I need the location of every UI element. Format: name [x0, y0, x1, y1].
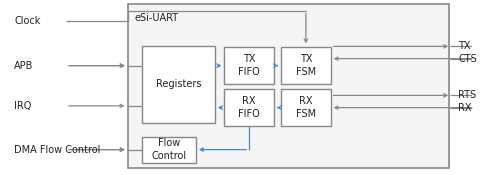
FancyBboxPatch shape [224, 47, 274, 84]
Text: CTS: CTS [458, 54, 477, 64]
Text: TX: TX [458, 41, 471, 51]
Text: RX: RX [458, 103, 472, 113]
Text: RX
FSM: RX FSM [296, 96, 316, 119]
Text: Registers: Registers [156, 79, 201, 89]
FancyBboxPatch shape [128, 4, 449, 168]
FancyBboxPatch shape [224, 89, 274, 126]
FancyBboxPatch shape [142, 46, 215, 122]
FancyBboxPatch shape [142, 136, 196, 163]
Text: RTS: RTS [458, 90, 476, 100]
Text: RX
FIFO: RX FIFO [239, 96, 260, 119]
FancyBboxPatch shape [281, 89, 331, 126]
Text: DMA Flow Control: DMA Flow Control [14, 145, 100, 155]
Text: APB: APB [14, 61, 34, 71]
Text: IRQ: IRQ [14, 101, 32, 111]
Text: eSi-UART: eSi-UART [134, 13, 179, 23]
Text: TX
FSM: TX FSM [296, 54, 316, 77]
Text: Flow
Control: Flow Control [151, 138, 186, 161]
Text: TX
FIFO: TX FIFO [239, 54, 260, 77]
FancyBboxPatch shape [281, 47, 331, 84]
Text: Clock: Clock [14, 16, 40, 26]
